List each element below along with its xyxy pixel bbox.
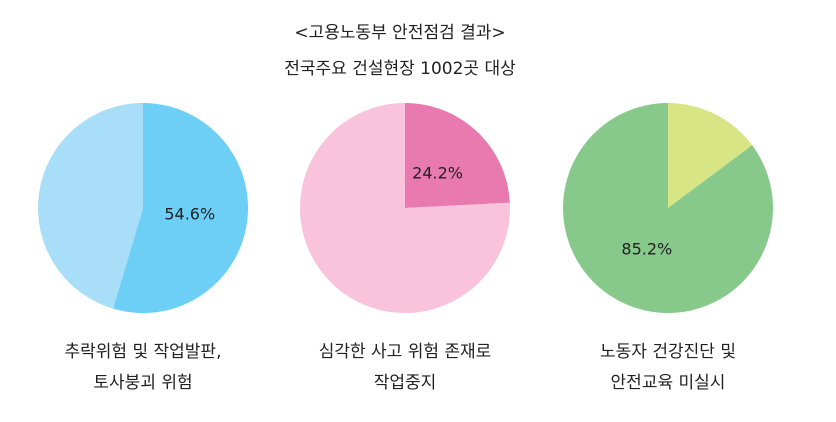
value-label: 24.2% xyxy=(412,163,463,182)
pie-slice xyxy=(299,103,510,314)
pie-caption: 토사붕괴 위험 xyxy=(93,373,192,393)
value-label: 54.6% xyxy=(164,204,215,223)
pie-caption: 안전교육 미실시 xyxy=(611,373,726,393)
pie-slice xyxy=(38,103,143,309)
chart-subtitle: 전국주요 건설현장 1002곳 대상 xyxy=(284,59,516,79)
pie-caption: 작업중지 xyxy=(374,373,437,393)
pie-caption: 심각한 사고 위험 존재로 xyxy=(319,342,492,362)
pie-slice xyxy=(563,103,774,313)
pie-slice xyxy=(113,102,249,314)
pie-slice xyxy=(405,103,510,208)
pie-caption: 노동자 건강진단 및 xyxy=(600,342,736,362)
value-label: 85.2% xyxy=(621,240,672,259)
chart-title: <고용노동부 안전점검 결과> xyxy=(294,23,505,43)
pie-caption: 추락위험 및 작업발판, xyxy=(65,342,222,362)
pie-slice xyxy=(668,103,753,208)
